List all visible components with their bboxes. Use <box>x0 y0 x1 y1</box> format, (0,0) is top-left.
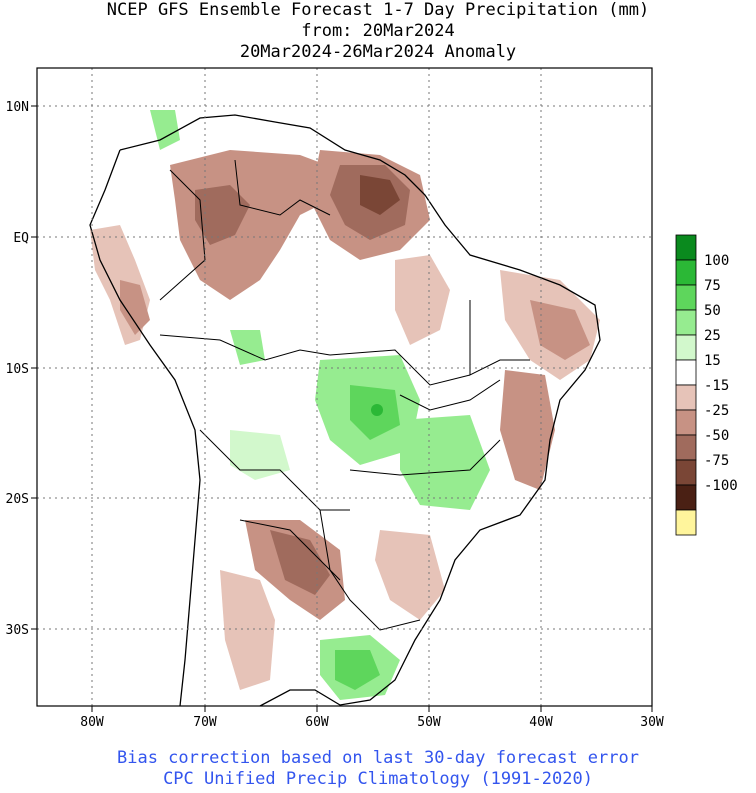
footer-climatology-note: CPC Unified Precip Climatology (1991-202… <box>163 769 593 789</box>
dry-anomaly-paraguay-core <box>270 530 330 595</box>
legend-colorbar <box>675 234 697 536</box>
legend-swatch-7 <box>675 409 697 436</box>
dry-anomaly-amazon-core <box>195 185 250 245</box>
legend-swatch-9 <box>675 459 697 486</box>
country-borders <box>159 159 530 631</box>
dry-anomaly-northeast-core <box>530 300 590 360</box>
legend-swatch-4 <box>675 334 697 361</box>
dry-anomaly-peru-core <box>120 280 150 335</box>
lon-label-30w: 30W <box>640 715 664 730</box>
latitude-axis: 10N EQ 10S 20S 30S <box>6 100 37 638</box>
coastline <box>89 114 601 706</box>
footer-bias-note: Bias correction based on last 30-day for… <box>117 748 639 768</box>
dry-anomaly-southern-brazil <box>375 530 445 620</box>
lon-label-60w: 60W <box>305 715 329 730</box>
legend-labels: 100 75 50 25 15 -15 -25 -50 -75 -100 <box>704 253 738 494</box>
legend-label-6: -25 <box>704 403 729 419</box>
legend-swatch-1 <box>675 259 697 286</box>
legend-label-1: 75 <box>704 278 721 294</box>
lat-label-10n: 10N <box>6 100 29 115</box>
chart-title-line-3: 20Mar2024-26Mar2024 Anomaly <box>239 42 517 62</box>
chart-title-line-2: from: 20Mar2024 <box>301 21 455 41</box>
legend-label-9: -100 <box>704 478 738 494</box>
wet-anomaly-rgs-core <box>335 650 380 690</box>
legend-swatch-5 <box>675 359 697 386</box>
legend-label-5: -15 <box>704 378 729 394</box>
legend-label-7: -50 <box>704 428 729 444</box>
anomaly-shading <box>90 110 600 700</box>
dry-anomaly-guianas-core <box>360 175 400 215</box>
legend-swatch-2 <box>675 284 697 311</box>
legend-swatch-3 <box>675 309 697 336</box>
legend-label-8: -75 <box>704 453 729 469</box>
dry-anomaly-para <box>395 255 450 345</box>
dry-anomaly-argentina <box>220 570 275 690</box>
legend-swatch-11 <box>675 509 697 536</box>
legend-label-4: 15 <box>704 353 721 369</box>
lat-label-20s: 20S <box>6 492 29 507</box>
lon-label-80w: 80W <box>80 715 104 730</box>
legend-swatch-10 <box>675 484 697 511</box>
lon-label-70w: 70W <box>193 715 217 730</box>
wet-anomaly-goias <box>400 415 490 510</box>
chart-title-line-1: NCEP GFS Ensemble Forecast 1-7 Day Preci… <box>106 0 650 20</box>
legend-swatch-6 <box>675 384 697 411</box>
wet-anomaly-bolivia <box>230 430 290 480</box>
longitude-axis: 80W 70W 60W 50W 40W 30W <box>80 706 664 730</box>
gridlines <box>37 68 652 706</box>
legend-label-3: 25 <box>704 328 721 344</box>
legend-label-2: 50 <box>704 303 721 319</box>
legend-swatch-0 <box>675 234 697 261</box>
legend-swatch-8 <box>675 434 697 461</box>
lat-label-eq: EQ <box>13 231 29 246</box>
lon-label-40w: 40W <box>529 715 553 730</box>
legend-label-0: 100 <box>704 253 729 269</box>
lat-label-30s: 30S <box>6 623 29 638</box>
wet-anomaly-peak <box>371 404 383 416</box>
lat-label-10s: 10S <box>6 362 29 377</box>
lon-label-50w: 50W <box>417 715 441 730</box>
map-frame <box>36 67 653 707</box>
